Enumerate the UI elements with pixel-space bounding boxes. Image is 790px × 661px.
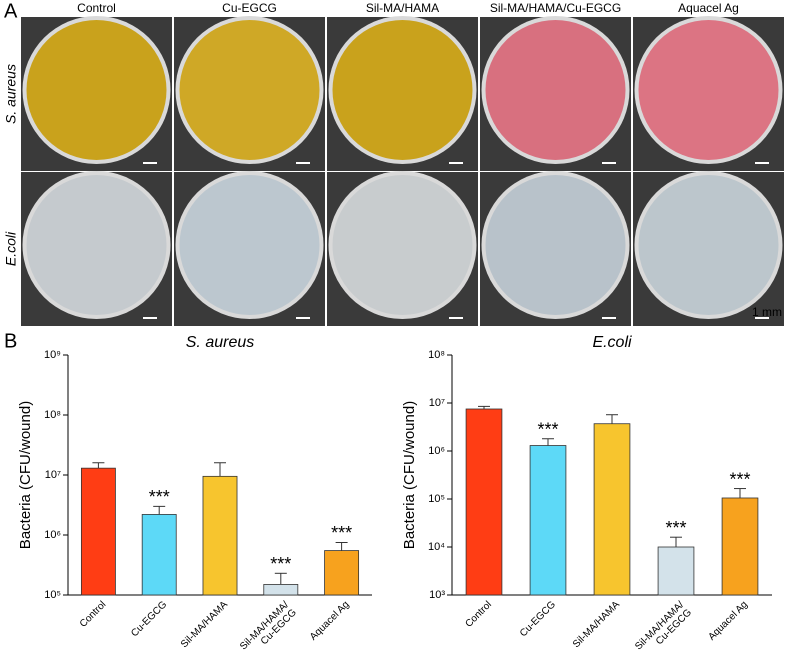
plate [332,175,473,315]
error-bar [734,488,746,498]
column-label: Sil-MA/HAMA [366,1,439,15]
y-axis-label: Bacteria (CFU/wound) [401,401,418,549]
column-label: Control [77,1,116,15]
y-tick-label: 10⁴ [428,541,445,553]
chart-title: E.coli [592,334,632,351]
x-tick-label: Cu-EGCG [129,599,169,639]
column-label: Sil-MA/HAMA/Cu-EGCG [490,1,621,15]
error-bar [670,536,682,547]
y-tick-label: 10⁸ [44,409,61,421]
plate [179,20,320,160]
error-bar [214,462,226,477]
bar [465,408,503,596]
row-label: E.coli [3,231,19,266]
plate [485,175,626,315]
y-axis-label: Bacteria (CFU/wound) [17,401,34,549]
error-bar [153,505,166,515]
significance: *** [665,518,686,538]
bar [80,467,116,596]
x-tick-label: Control [463,599,494,630]
y-tick-label: 10⁵ [428,493,445,505]
x-tick-label: Aquacel Ag [308,599,352,643]
y-tick-label: 10⁶ [428,445,445,457]
panel-letter: B [4,330,17,352]
bar [202,475,238,596]
error-bar [542,438,554,446]
row-label: S. aureus [3,64,19,124]
plate [485,20,626,160]
significance: *** [331,523,352,543]
bar [141,514,177,596]
x-tick-label: Aquacel Ag [706,599,750,643]
plate [26,175,167,315]
plate [332,20,473,160]
y-tick-label: 10⁵ [44,589,61,601]
bar [593,423,631,596]
scale-bar-label: 1 mm [752,305,782,319]
significance: *** [149,487,170,507]
plate [638,20,779,160]
x-tick-label: Sil-MA/HAMA/Cu-EGCG [633,599,694,656]
error-bar [274,572,287,585]
significance: *** [537,419,558,439]
plate [179,175,320,315]
x-tick-label: Sil-MA/HAMA [571,599,622,650]
y-tick-label: 10⁶ [44,529,61,541]
y-tick-label: 10⁸ [428,349,445,361]
x-tick-label: Sil-MA/HAMA [179,599,230,650]
y-tick-label: 10⁷ [45,469,61,481]
y-tick-label: 10⁹ [44,349,61,361]
plate [638,175,779,315]
y-tick-label: 10⁷ [429,397,445,409]
error-bar [92,462,105,469]
error-bar [606,414,618,424]
x-tick-label: Control [78,599,109,630]
y-tick-label: 10³ [429,589,445,601]
panel-letter: A [4,0,18,22]
column-label: Aquacel Ag [678,1,739,15]
x-tick-label: Cu-EGCG [518,599,558,639]
bar [263,584,299,596]
x-tick-label: Sil-MA/HAMA/Cu-EGCG [238,599,299,656]
plate [26,20,167,160]
column-label: Cu-EGCG [222,1,277,15]
bar [324,550,360,596]
error-bar [335,541,348,551]
significance: *** [270,554,291,574]
error-bar [478,405,490,409]
chart-title: S. aureus [186,334,254,351]
significance: *** [729,469,750,489]
bar [529,445,567,596]
bar [721,497,759,596]
bar [657,546,695,596]
